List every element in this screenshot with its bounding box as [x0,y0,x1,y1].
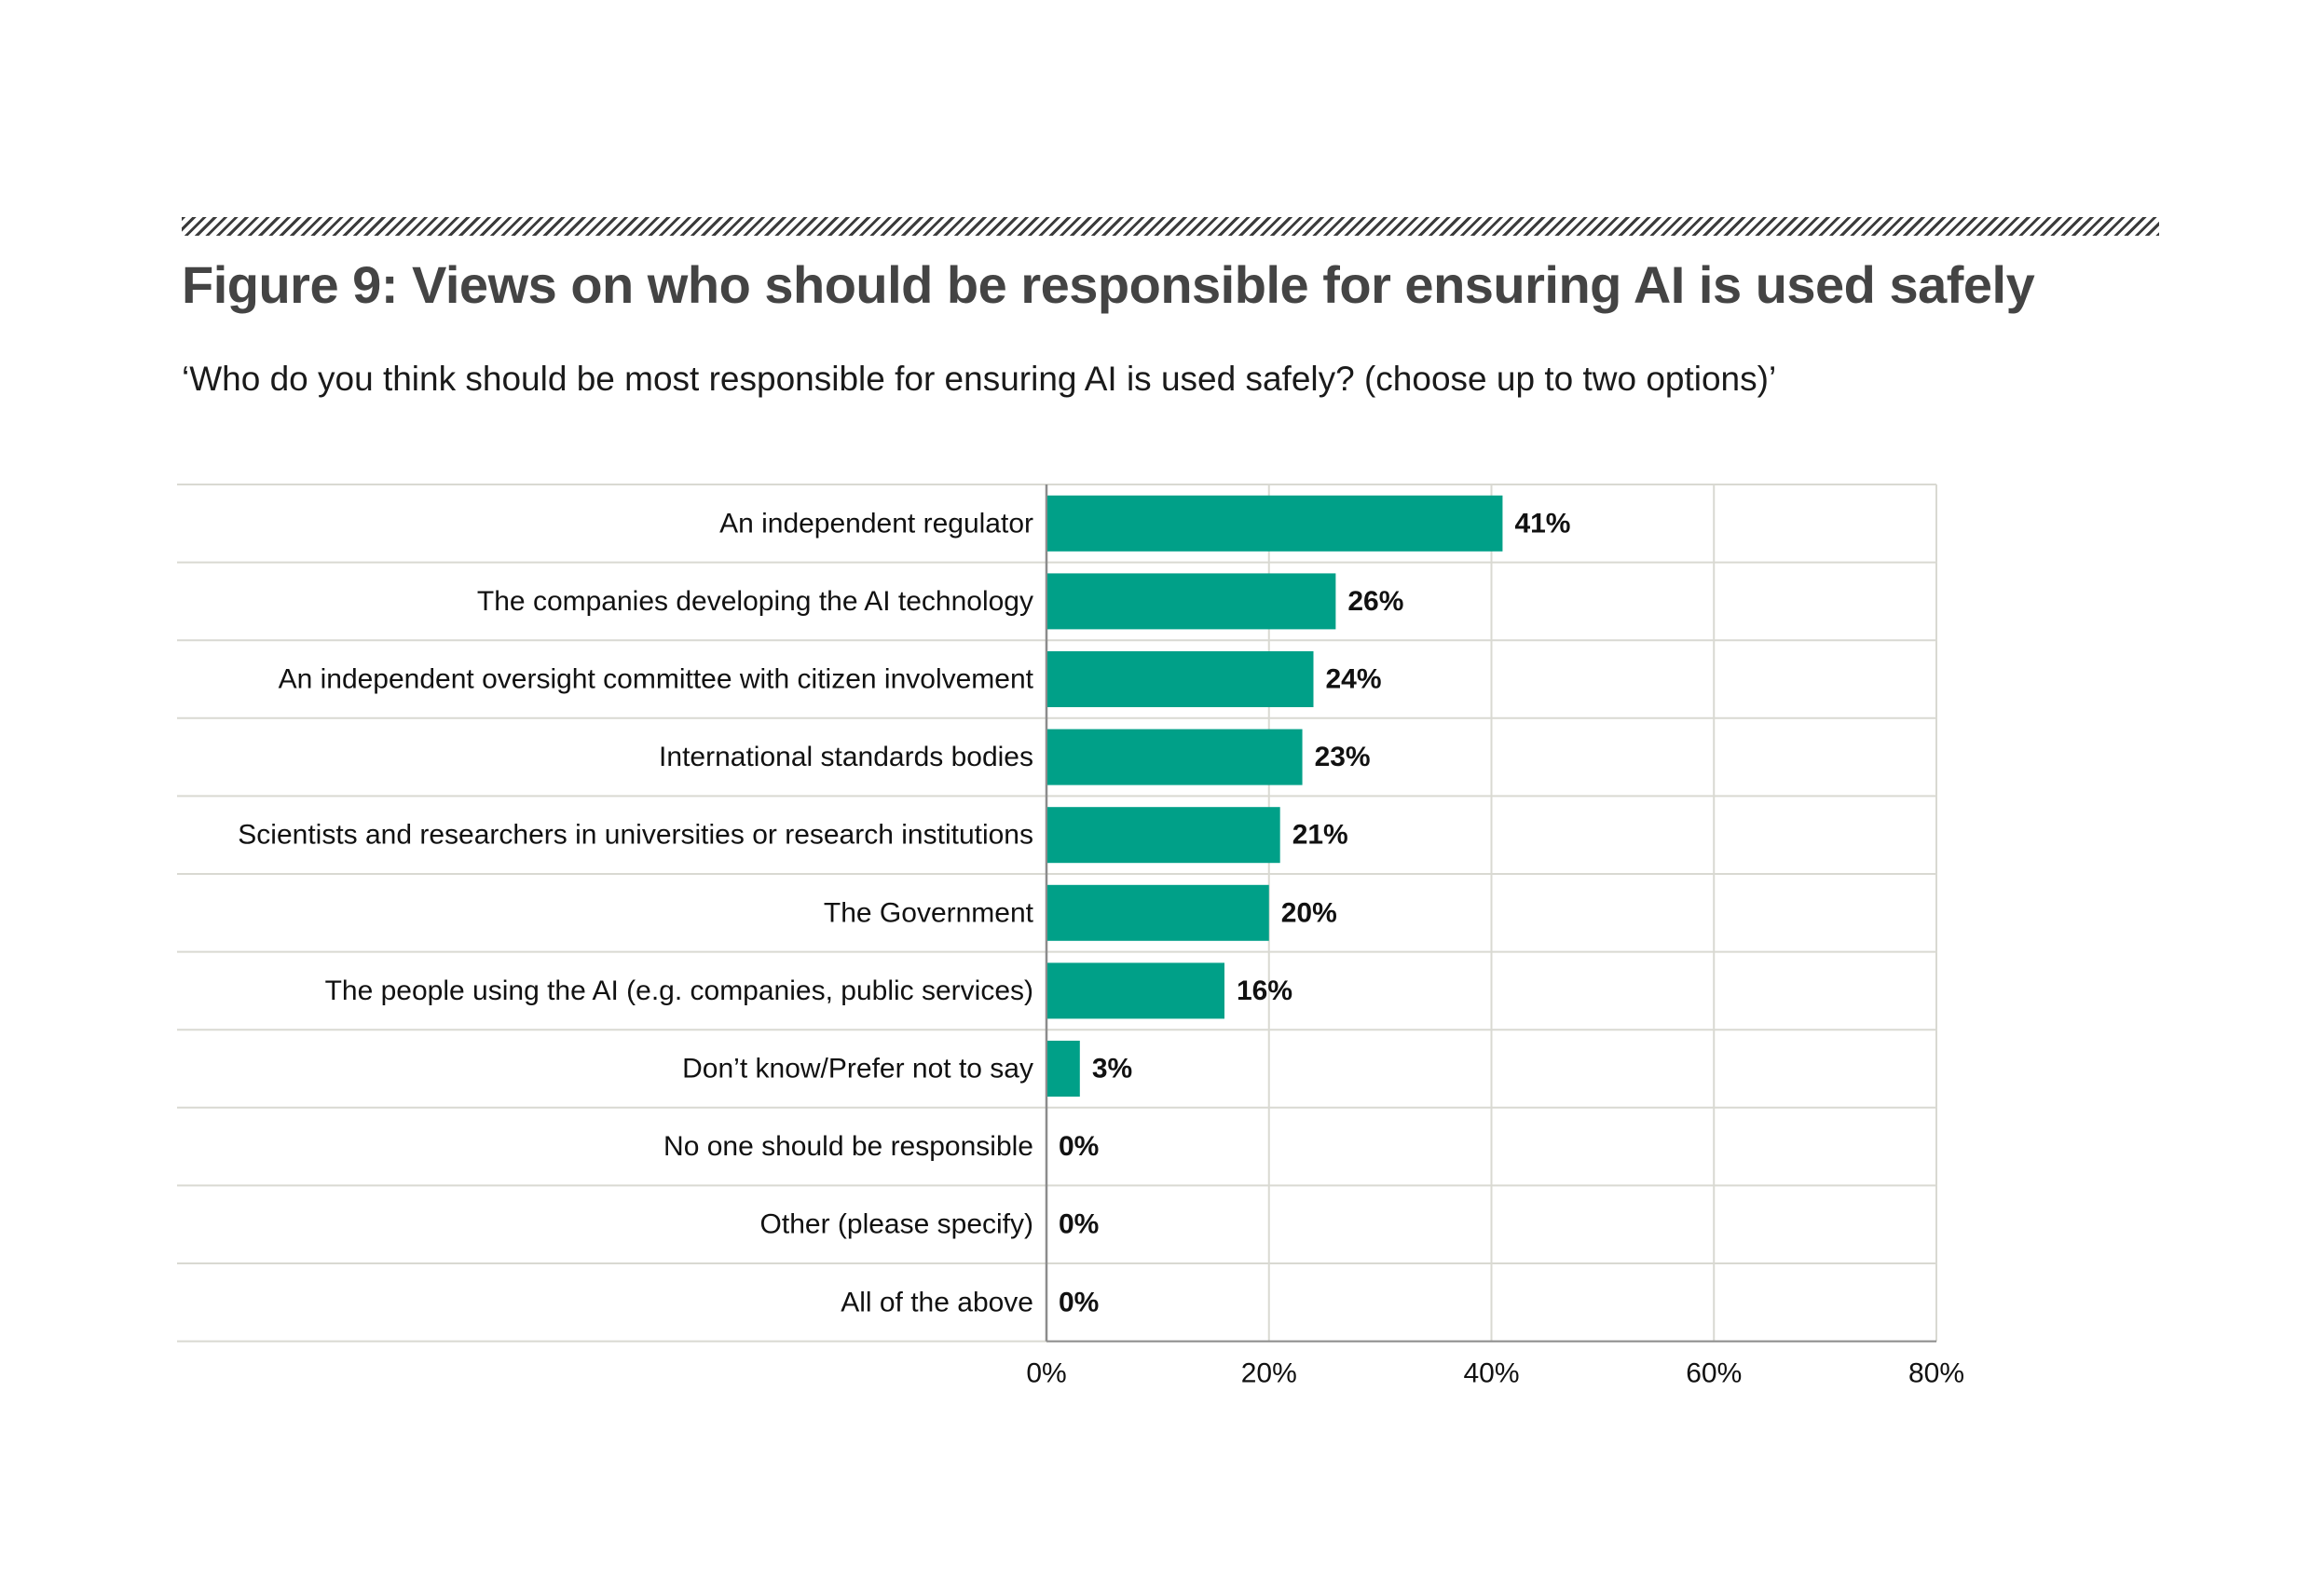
value-label: 26% [1347,586,1403,617]
category-label: No one should be responsible [663,1131,1033,1162]
bar [1047,729,1303,785]
figure-subtitle: ‘Who do you think should be most respons… [182,360,1777,398]
bar [1047,651,1314,707]
title-hatch-rule [182,217,2159,236]
category-label: Scientists and researchers in universiti… [238,820,1033,851]
bar [1047,573,1336,630]
category-label: Other (please specify) [760,1209,1033,1240]
value-label: 3% [1092,1054,1132,1084]
x-tick-label: 60% [1686,1358,1742,1389]
value-label: 23% [1315,742,1371,772]
x-tick-label: 80% [1908,1358,1964,1389]
bar [1047,1041,1080,1097]
value-label: 16% [1237,975,1292,1006]
category-label: The Government [824,897,1034,928]
bar-layer [1047,495,1503,1097]
bar [1047,807,1280,864]
x-tick-label: 40% [1463,1358,1519,1389]
category-label: The people using the AI (e.g. companies,… [325,975,1033,1006]
value-label: 21% [1292,820,1348,851]
bar [1047,884,1269,941]
figure-title: Figure 9: Views on who should be respons… [182,255,2035,314]
bar [1047,495,1503,552]
x-tick-label: 20% [1241,1358,1297,1389]
value-label: 0% [1059,1209,1099,1240]
value-label: 0% [1059,1131,1099,1162]
value-label: 41% [1514,508,1570,539]
category-label: International standards bodies [659,742,1033,772]
bar [1047,962,1224,1019]
value-label: 0% [1059,1287,1099,1317]
category-label: All of the above [841,1287,1033,1317]
label-layer: An independent regulator 41% The companies… [238,508,1964,1388]
category-label: The companies developing the AI technolo… [477,586,1033,617]
category-label: An independent regulator [719,508,1033,539]
grid-layer [177,484,1937,1343]
category-label: An independent oversight committee with … [279,664,1034,695]
x-tick-label: 0% [1026,1358,1066,1389]
value-label: 20% [1281,897,1337,928]
value-label: 24% [1326,664,1382,695]
category-label: Don’t know/Prefer not to say [682,1054,1033,1084]
